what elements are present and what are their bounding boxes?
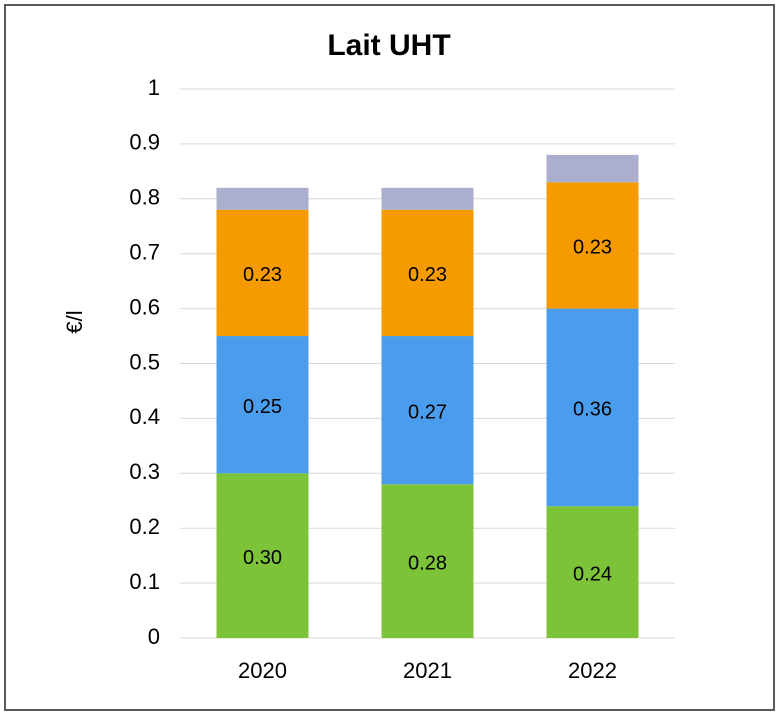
- y-tick-label: 0.9: [129, 130, 160, 155]
- y-tick-label: 0.7: [129, 240, 160, 265]
- bar-segment: [546, 308, 639, 507]
- data-label: 0.28: [408, 552, 447, 574]
- y-tick-label: 0.3: [129, 459, 160, 484]
- bar-segment: [381, 209, 474, 337]
- data-label: 0.25: [243, 396, 282, 418]
- y-tick-label: 1: [148, 75, 160, 100]
- data-label: 0.27: [408, 401, 447, 423]
- y-tick-label: 0.6: [129, 294, 160, 319]
- data-label: 0.36: [573, 399, 612, 421]
- bar-segment: [381, 336, 474, 485]
- bar-segment: [216, 209, 309, 337]
- data-label: 0.24: [573, 563, 612, 585]
- y-tick-label: 0.1: [129, 569, 160, 594]
- x-tick-label: 2021: [403, 658, 452, 683]
- bar-segment: [546, 506, 639, 638]
- bar-segment: [381, 484, 474, 638]
- bar-segment: [546, 154, 639, 183]
- y-axis-label: €/l: [62, 310, 87, 333]
- data-label: 0.23: [573, 237, 612, 259]
- bar-segment: [216, 336, 309, 474]
- y-tick-label: 0: [148, 624, 160, 649]
- y-tick-label: 0.8: [129, 185, 160, 210]
- chart-title: Lait UHT: [327, 29, 450, 62]
- y-tick-label: 0.5: [129, 349, 160, 374]
- data-label: 0.30: [243, 547, 282, 569]
- y-tick-label: 0.2: [129, 514, 160, 539]
- x-tick-label: 2022: [568, 658, 617, 683]
- y-tick-label: 0.4: [129, 404, 160, 429]
- data-label: 0.23: [408, 264, 447, 286]
- bar-segment: [216, 473, 309, 638]
- x-tick-label: 2020: [238, 658, 287, 683]
- bar-segment: [381, 187, 474, 210]
- data-label: 0.23: [243, 264, 282, 286]
- bar-segment: [216, 187, 309, 210]
- bar-segment: [546, 182, 639, 309]
